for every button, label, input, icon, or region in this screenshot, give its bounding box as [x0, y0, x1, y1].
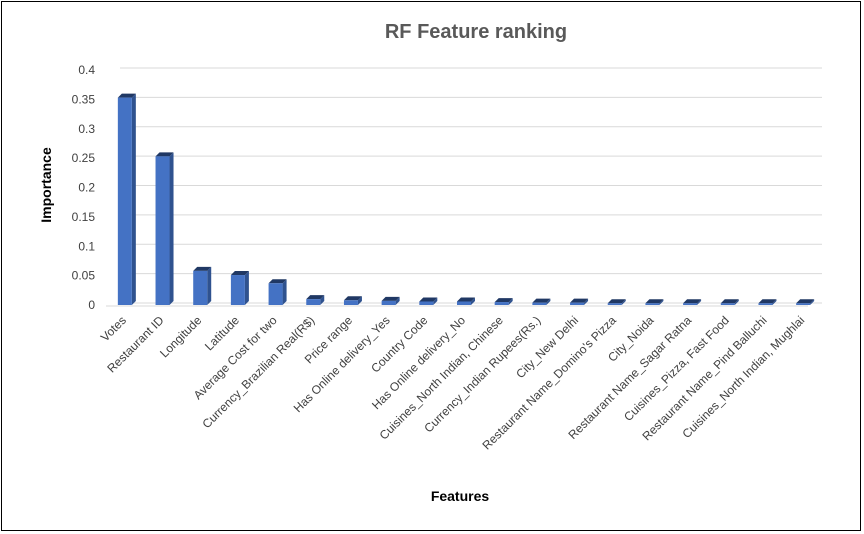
bar-side: [810, 299, 815, 305]
bar-top: [494, 298, 513, 303]
bar-top: [155, 152, 174, 157]
bars: [117, 93, 815, 305]
bar-side: [772, 299, 777, 305]
bar-top: [796, 299, 815, 304]
bar-side: [207, 266, 212, 305]
y-tick-label: 0.35: [72, 92, 96, 106]
bar-side: [508, 298, 513, 305]
bar-front: [230, 275, 245, 305]
bar-side: [471, 297, 475, 305]
bar-side: [244, 271, 249, 305]
chart-title: RF Feature ranking: [385, 21, 567, 43]
bar-front: [457, 301, 471, 305]
bar-side: [357, 296, 362, 305]
bar: [193, 266, 212, 305]
bar-side: [734, 299, 739, 305]
bar-side: [659, 299, 664, 305]
bar-top: [532, 298, 551, 303]
bar-top: [193, 266, 212, 271]
bar-side: [433, 297, 438, 305]
bar: [494, 298, 513, 305]
bar-front: [381, 300, 396, 305]
bar-top: [607, 299, 626, 304]
bar: [230, 271, 249, 305]
bar-front: [758, 303, 773, 305]
bar-top: [683, 299, 702, 304]
bar-top: [117, 93, 136, 98]
bar: [758, 299, 777, 305]
bar: [268, 279, 287, 305]
bar-top: [230, 271, 249, 276]
bar: [155, 152, 174, 305]
bar-side: [395, 296, 400, 305]
bar-side: [282, 279, 287, 305]
bar-side: [584, 298, 589, 305]
bar-top: [720, 299, 739, 304]
bar-side: [697, 299, 702, 305]
bar-front: [532, 302, 547, 305]
bar-top: [306, 295, 325, 300]
bar-top: [268, 279, 287, 284]
bar: [381, 296, 400, 305]
bar-top: [457, 297, 475, 302]
bar-side: [621, 299, 626, 305]
y-tick-label: 0: [88, 298, 95, 312]
bar: [419, 297, 438, 305]
bar-side: [131, 93, 136, 305]
bar-side: [169, 152, 174, 305]
bar-top: [381, 296, 400, 301]
bar: [117, 93, 136, 305]
bar-front: [720, 303, 735, 305]
bar: [796, 299, 815, 305]
y-axis-title: Importance: [38, 147, 54, 223]
bar-top: [758, 299, 777, 304]
y-tick-label: 0.2: [78, 181, 95, 195]
bar-front: [193, 270, 208, 305]
bar-front: [419, 301, 434, 305]
bar-top: [570, 298, 589, 303]
bar-front: [268, 283, 283, 305]
bar: [720, 299, 739, 305]
bar-top: [419, 297, 438, 302]
bar-side: [320, 295, 325, 305]
bar-front: [570, 302, 585, 305]
bar-top: [343, 296, 362, 301]
y-tick-label: 0.05: [72, 269, 96, 283]
y-tick-label: 0.15: [72, 210, 96, 224]
bar-front: [607, 303, 622, 305]
bar-front: [796, 303, 811, 305]
gridlines: [106, 67, 822, 307]
bar-front: [343, 300, 358, 305]
bar-front: [683, 303, 698, 305]
bar: [645, 299, 664, 305]
bar-top: [645, 299, 664, 304]
y-tick-label: 0.1: [78, 239, 95, 253]
y-tick-label: 0.4: [78, 63, 95, 77]
x-tick-label: Longitude: [157, 313, 204, 360]
bar: [457, 297, 475, 305]
x-tick-label: Votes: [98, 313, 129, 344]
y-tick-label: 0.25: [72, 151, 96, 165]
bar-front: [494, 302, 509, 305]
bar: [306, 295, 325, 305]
y-tick-label: 0.3: [78, 122, 95, 136]
bar: [532, 298, 551, 305]
bar-front: [155, 156, 170, 305]
bar-front: [645, 303, 660, 305]
y-axis-ticks: 0 0.05 0.1 0.15 0.2 0.25 0.3 0.35 0.4: [72, 63, 96, 312]
x-axis-title: Features: [431, 488, 490, 504]
bar-front: [117, 97, 132, 305]
bar-side: [546, 298, 551, 305]
bar: [683, 299, 702, 305]
bar: [570, 298, 589, 305]
bar: [607, 299, 626, 305]
bar-front: [306, 299, 321, 305]
bar: [343, 296, 362, 305]
